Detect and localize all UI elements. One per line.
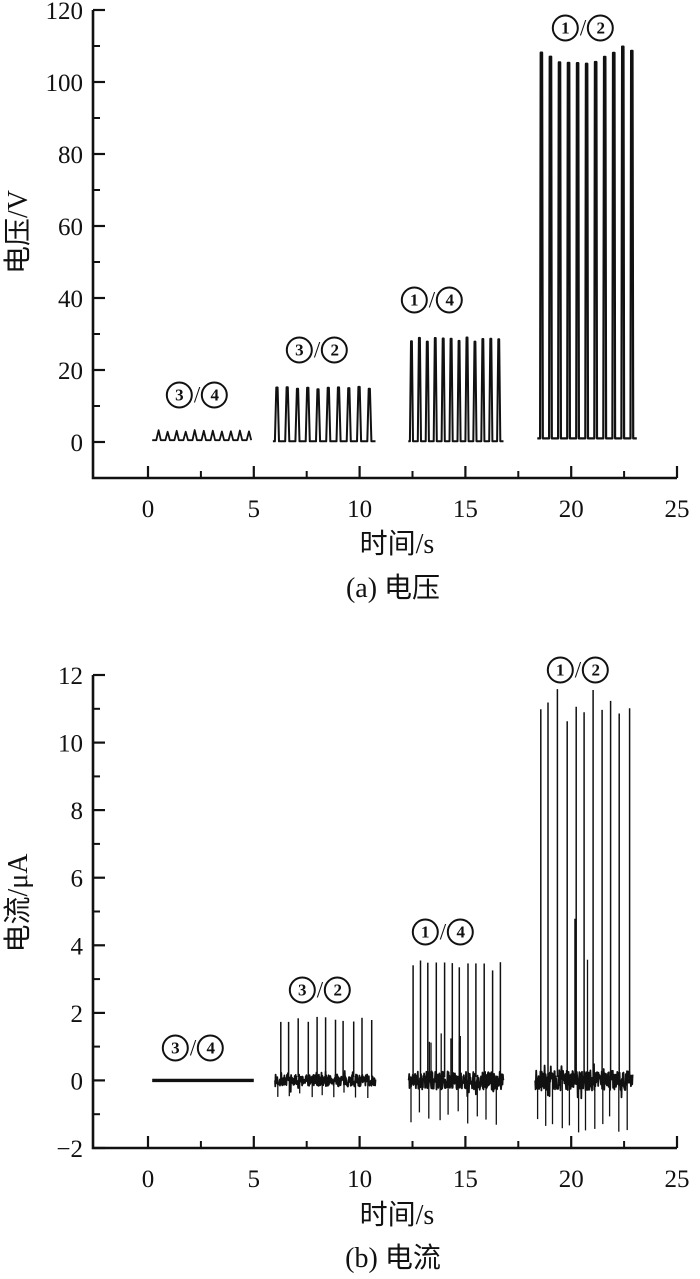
- annotation-slash: /: [313, 337, 321, 363]
- x-axis-tick-label: 0: [142, 1166, 155, 1193]
- y-axis-tick-label: 20: [58, 358, 83, 385]
- circled-digit-icon: 2: [324, 976, 352, 1004]
- panel-caption: (b) 电流: [345, 1242, 441, 1274]
- noise-baseline: [407, 1070, 505, 1098]
- y-axis-tick-label: 0: [71, 1068, 84, 1095]
- y-axis-tick-label: 40: [58, 286, 83, 313]
- circled-digit-icon: 1: [546, 656, 574, 684]
- annotation-slash: /: [428, 287, 436, 313]
- annotation-3-4: 3/4: [165, 381, 229, 409]
- annotation-slash: /: [189, 1035, 197, 1061]
- x-axis-tick-label: 20: [559, 1166, 584, 1193]
- current-chart-panel: −2 0 2 4 6 8 10 12 0 5 10 15 20 25 电流/μA 时间/s (b) 电流 3/4 3…: [0, 620, 700, 1279]
- y-axis-tick-label: 120: [46, 0, 84, 25]
- x-axis-tick-label: 15: [453, 496, 478, 523]
- y-axis-title: 电压/V: [2, 190, 34, 274]
- circled-digit-icon: 1: [411, 918, 439, 946]
- circled-digit-icon: 3: [288, 976, 316, 1004]
- x-axis-tick-label: 0: [142, 496, 155, 523]
- circled-digit-icon: 3: [165, 381, 193, 409]
- voltage-plot-svg: 0 20 40 60 80 100 120 0 5 10 15 20 25 电压/V 时间/s (a) 电压: [2, 0, 690, 604]
- annotation-1-2: 1/2: [546, 656, 610, 684]
- annotation-slash: /: [316, 977, 324, 1003]
- circled-digit-icon: 1: [400, 286, 428, 314]
- annotation-3-2: 3/2: [288, 976, 352, 1004]
- y-axis-tick-label: 12: [58, 663, 83, 690]
- circled-digit-icon: 2: [587, 14, 615, 42]
- circled-digit-icon: 2: [321, 336, 349, 364]
- circled-digit-icon: 4: [436, 286, 464, 314]
- axis-spines: [91, 10, 677, 480]
- x-axis-title: 时间/s: [360, 1199, 435, 1231]
- x-axis-tick-label: 5: [248, 496, 261, 523]
- y-axis-tick-label: 4: [71, 933, 84, 960]
- y-axis-tick-label: 8: [71, 798, 84, 825]
- pulse-train-trace: [537, 45, 637, 440]
- y-axis-tick-label: 80: [58, 142, 83, 169]
- x-axis-tick-label: 10: [347, 496, 372, 523]
- circled-digit-icon: 4: [447, 918, 475, 946]
- y-axis-tick-label: 10: [58, 731, 83, 758]
- annotation-1-2: 1/2: [551, 14, 615, 42]
- x-axis-tick-label: 20: [559, 496, 584, 523]
- x-axis-title: 时间/s: [360, 528, 435, 560]
- annotation-slash: /: [579, 15, 587, 41]
- y-axis-tick-label: 6: [71, 866, 84, 893]
- annotation-1-4: 1/4: [411, 918, 475, 946]
- y-axis-tick-label: 2: [71, 1001, 84, 1028]
- circled-digit-icon: 4: [201, 381, 229, 409]
- pulse-train-trace: [272, 385, 376, 443]
- panel-caption: (a) 电压: [346, 572, 440, 604]
- pulse-train-trace: [408, 336, 504, 443]
- noise-baseline: [274, 1070, 377, 1093]
- x-axis-tick-label: 25: [665, 496, 690, 523]
- y-axis-tick-label: −2: [56, 1136, 83, 1163]
- y-axis-tick-label: 100: [46, 70, 84, 97]
- y-axis-tick-label: 60: [58, 214, 83, 241]
- circled-digit-icon: 1: [551, 14, 579, 42]
- circled-digit-icon: 3: [161, 1034, 189, 1062]
- ripple-trace: [152, 429, 253, 442]
- circled-digit-icon: 2: [582, 656, 610, 684]
- x-axis-tick-label: 15: [453, 1166, 478, 1193]
- annotation-slash: /: [439, 919, 447, 945]
- annotation-3-4: 3/4: [161, 1034, 225, 1062]
- annotation-slash: /: [574, 657, 582, 683]
- x-axis-tick-label: 5: [248, 1166, 261, 1193]
- annotation-slash: /: [193, 382, 201, 408]
- voltage-chart-panel: 0 20 40 60 80 100 120 0 5 10 15 20 25 电压/V 时间/s (a) 电压 3…: [0, 0, 700, 620]
- y-axis-tick-label: 0: [71, 430, 84, 457]
- annotation-1-4: 1/4: [400, 286, 464, 314]
- annotation-3-2: 3/2: [285, 336, 349, 364]
- y-axis-title: 电流/μA: [2, 853, 34, 953]
- circled-digit-icon: 4: [197, 1034, 225, 1062]
- noise-baseline: [534, 1063, 634, 1100]
- circled-digit-icon: 3: [285, 336, 313, 364]
- x-axis-tick-label: 25: [665, 1166, 690, 1193]
- x-axis-tick-label: 10: [347, 1166, 372, 1193]
